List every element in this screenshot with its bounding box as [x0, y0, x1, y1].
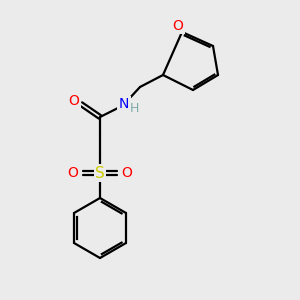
Text: O: O	[172, 19, 183, 33]
Text: H: H	[129, 103, 139, 116]
Text: O: O	[68, 166, 78, 180]
Text: O: O	[69, 94, 80, 108]
Text: N: N	[119, 97, 129, 111]
Text: O: O	[122, 166, 132, 180]
Text: S: S	[95, 166, 105, 181]
